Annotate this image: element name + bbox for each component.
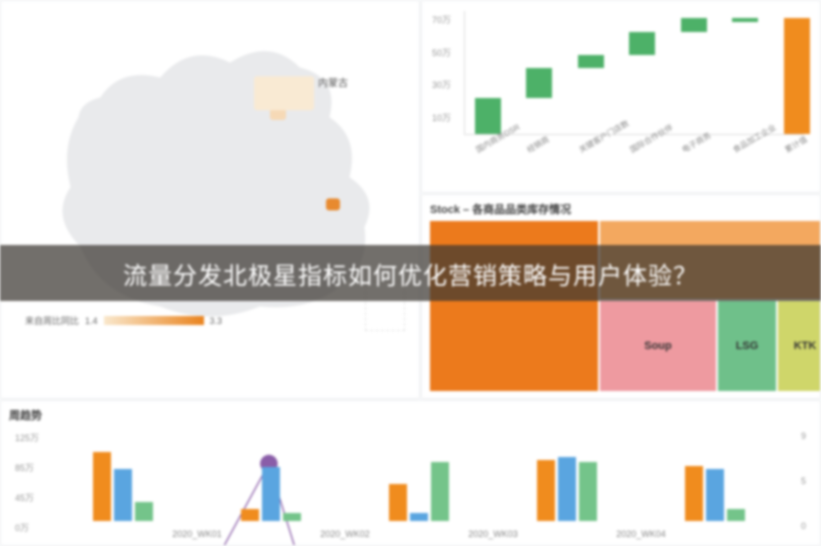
weekly-xlabel: 2020_WK02	[320, 529, 370, 539]
weekly-bar-group	[537, 457, 597, 521]
weekly-ytick-right: 9	[801, 431, 806, 441]
map-region[interactable]	[326, 198, 340, 210]
weekly-ytick-right: 5	[801, 476, 806, 486]
weekly-bar-group	[389, 462, 449, 521]
treemap-title: Stock – 各商品品类库存情况	[430, 201, 812, 217]
treemap-cell[interactable]: KTK	[778, 301, 821, 391]
weekly-ytick-left: 45万	[15, 491, 34, 504]
weekly-bar[interactable]	[537, 460, 555, 521]
weekly-title: 周趋势	[9, 407, 812, 423]
weekly-chart: 125万 85万 45万 0万 9 5 0 2020_WK01 2020_WK02 2020_…	[9, 427, 812, 539]
waterfall-ytick: 30万	[432, 78, 451, 91]
treemap-cell[interactable]: LSG	[718, 301, 776, 391]
legend-min: 1.4	[85, 316, 98, 326]
weekly-xlabel: 2020_WK04	[616, 529, 666, 539]
legend-label: 来自周比同比	[25, 314, 79, 327]
weekly-card: 周趋势 125万 85万 45万 0万 9 5 0 2020_WK01 2020_WK02 2…	[0, 400, 821, 546]
waterfall-bar[interactable]	[526, 68, 552, 98]
weekly-bar-group	[685, 466, 745, 521]
waterfall-card: 70万50万30万10万 国内商务DSR经销商关键客户门店数国际合作伙伴电子商务…	[421, 0, 821, 193]
waterfall-bar[interactable]	[784, 18, 810, 134]
legend-gradient	[104, 316, 204, 325]
weekly-bar[interactable]	[727, 509, 745, 521]
headline-overlay: 流量分发北极星指标如何优化营销策略与用户体验？	[0, 245, 821, 301]
weekly-bar-group	[93, 452, 153, 521]
waterfall-xlabel: 累计值	[783, 134, 809, 156]
weekly-bar-group	[241, 467, 301, 521]
weekly-bar[interactable]	[431, 462, 449, 521]
weekly-bar[interactable]	[114, 469, 132, 521]
waterfall-bar[interactable]	[681, 18, 707, 31]
weekly-ytick-left: 85万	[15, 461, 34, 474]
waterfall-chart: 70万50万30万10万 国内商务DSR经销商关键客户门店数国际合作伙伴电子商务…	[430, 7, 812, 157]
weekly-ytick-left: 0万	[15, 521, 29, 534]
weekly-bar[interactable]	[685, 466, 703, 521]
map-legend: 来自周比同比 1.4 3.3	[25, 314, 222, 327]
weekly-ytick-left: 125万	[15, 431, 39, 444]
weekly-bar[interactable]	[706, 469, 724, 521]
legend-max: 3.3	[210, 316, 223, 326]
map-region[interactable]	[254, 76, 314, 110]
weekly-bar[interactable]	[579, 462, 597, 521]
waterfall-ytick: 70万	[432, 13, 451, 26]
weekly-ytick-right: 0	[801, 521, 806, 531]
map-region-label: 内蒙古	[318, 76, 348, 89]
weekly-bar[interactable]	[410, 513, 428, 521]
waterfall-ytick: 10万	[432, 111, 451, 124]
weekly-xlabel: 2020_WK03	[468, 529, 518, 539]
weekly-bar[interactable]	[558, 457, 576, 521]
waterfall-bar[interactable]	[629, 32, 655, 55]
weekly-bar[interactable]	[389, 484, 407, 521]
weekly-bar[interactable]	[283, 513, 301, 521]
waterfall-xlabel: 经销商	[525, 134, 551, 156]
weekly-xlabel: 2020_WK01	[172, 529, 222, 539]
waterfall-bar[interactable]	[732, 18, 758, 21]
waterfall-bar[interactable]	[475, 98, 501, 134]
waterfall-ytick: 50万	[432, 46, 451, 59]
weekly-bar[interactable]	[135, 502, 153, 521]
weekly-bar[interactable]	[241, 509, 259, 521]
china-map-card: 内蒙古 来自周比同比 1.4 3.3	[0, 0, 420, 399]
waterfall-bar[interactable]	[578, 55, 604, 68]
weekly-bar[interactable]	[262, 467, 280, 521]
weekly-bar[interactable]	[93, 452, 111, 521]
treemap-cell[interactable]: Soup	[600, 301, 716, 391]
headline-text: 流量分发北极星指标如何优化营销策略与用户体验？	[123, 256, 698, 291]
